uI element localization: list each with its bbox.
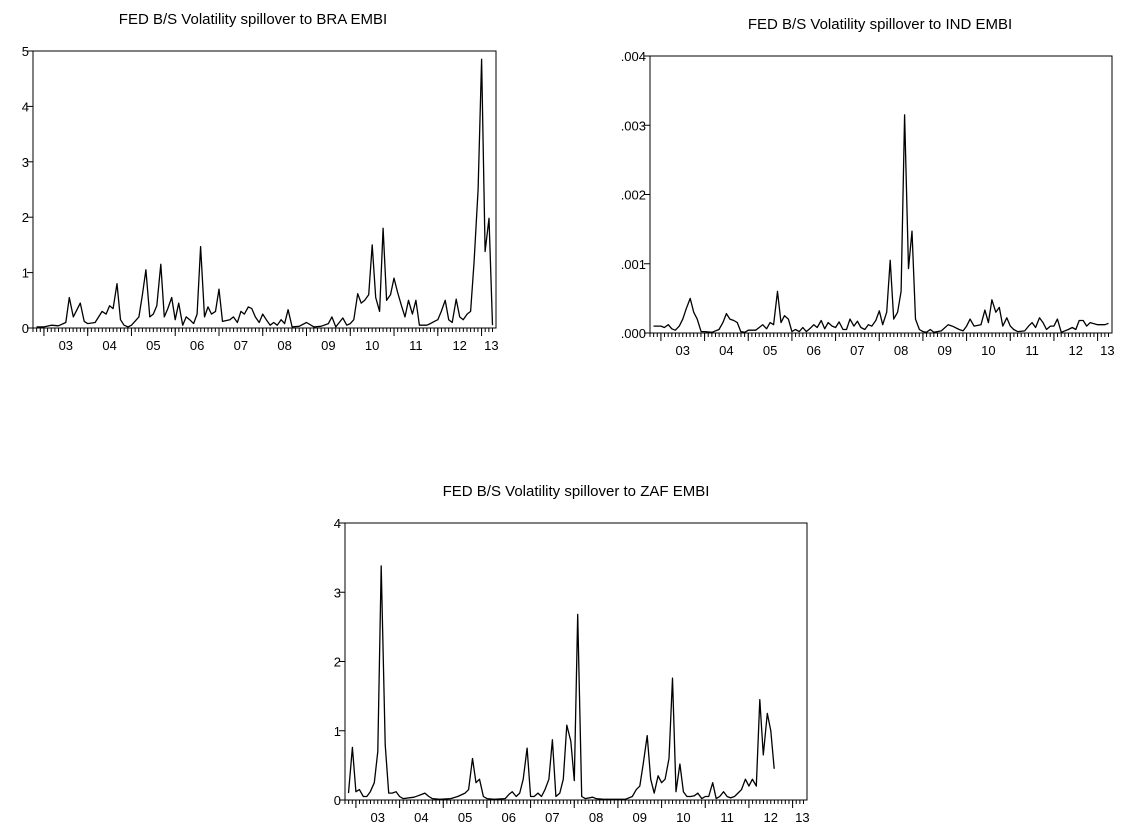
- x-tick-label: 04: [719, 343, 733, 358]
- x-tick-label: 11: [409, 338, 423, 353]
- chart-panel-1: FED B/S Volatility spillover to BRA EMBI…: [22, 11, 499, 353]
- y-tick-label: .004: [621, 49, 646, 64]
- y-tick-label: 4: [22, 99, 29, 114]
- chart-title: FED B/S Volatility spillover to BRA EMBI: [119, 11, 387, 28]
- x-tick-label: 05: [763, 343, 777, 358]
- series-line: [36, 58, 494, 328]
- x-tick-label: 05: [458, 810, 472, 825]
- x-tick-label: 12: [452, 338, 466, 353]
- x-tick-label: 04: [414, 810, 428, 825]
- y-tick-label: 5: [22, 44, 29, 59]
- x-tick-label: 03: [371, 810, 385, 825]
- x-tick-label: 04: [102, 338, 116, 353]
- x-tick-label: 06: [190, 338, 204, 353]
- x-tick-label: 13: [484, 338, 498, 353]
- series-line: [653, 114, 1109, 333]
- series-line: [347, 565, 775, 800]
- x-tick-label: 03: [676, 343, 690, 358]
- y-tick-label: 2: [22, 210, 29, 225]
- y-tick-label: .000: [621, 326, 646, 341]
- x-tick-label: 09: [321, 338, 335, 353]
- x-tick-label: 06: [502, 810, 516, 825]
- x-tick-label: 06: [807, 343, 821, 358]
- y-tick-label: 1: [334, 724, 341, 739]
- x-tick-label: 08: [589, 810, 603, 825]
- y-tick-label: 2: [334, 655, 341, 670]
- y-tick-label: 0: [22, 321, 29, 336]
- x-tick-label: 09: [633, 810, 647, 825]
- plot-frame: [32, 50, 497, 329]
- chart-panel-3: FED B/S Volatility spillover to ZAF EMBI…: [334, 483, 810, 825]
- y-tick-label: 4: [334, 516, 341, 531]
- chart-title: FED B/S Volatility spillover to IND EMBI: [748, 16, 1012, 33]
- y-tick-label: 3: [22, 155, 29, 170]
- plot-frame: [649, 55, 1113, 334]
- x-tick-label: 11: [720, 810, 734, 825]
- x-tick-label: 08: [894, 343, 908, 358]
- x-tick-label: 10: [676, 810, 690, 825]
- plot-frame: [344, 522, 808, 801]
- x-tick-label: 13: [1100, 343, 1114, 358]
- x-tick-label: 11: [1025, 343, 1039, 358]
- x-tick-label: 10: [981, 343, 995, 358]
- x-tick-label: 05: [146, 338, 160, 353]
- y-tick-label: .002: [621, 188, 646, 203]
- x-tick-label: 07: [850, 343, 864, 358]
- x-tick-label: 10: [365, 338, 379, 353]
- y-tick-label: .001: [621, 257, 646, 272]
- y-tick-label: 0: [334, 793, 341, 808]
- chart-panel-2: FED B/S Volatility spillover to IND EMBI…: [621, 16, 1115, 358]
- y-tick-label: 1: [22, 266, 29, 281]
- y-tick-label: .003: [621, 118, 646, 133]
- y-tick-label: 3: [334, 585, 341, 600]
- chart-title: FED B/S Volatility spillover to ZAF EMBI: [443, 483, 710, 500]
- x-tick-label: 03: [59, 338, 73, 353]
- x-tick-label: 07: [545, 810, 559, 825]
- x-tick-label: 07: [234, 338, 248, 353]
- x-tick-label: 09: [938, 343, 952, 358]
- x-tick-label: 08: [277, 338, 291, 353]
- x-tick-label: 12: [1069, 343, 1083, 358]
- x-tick-label: 13: [795, 810, 809, 825]
- x-tick-label: 12: [764, 810, 778, 825]
